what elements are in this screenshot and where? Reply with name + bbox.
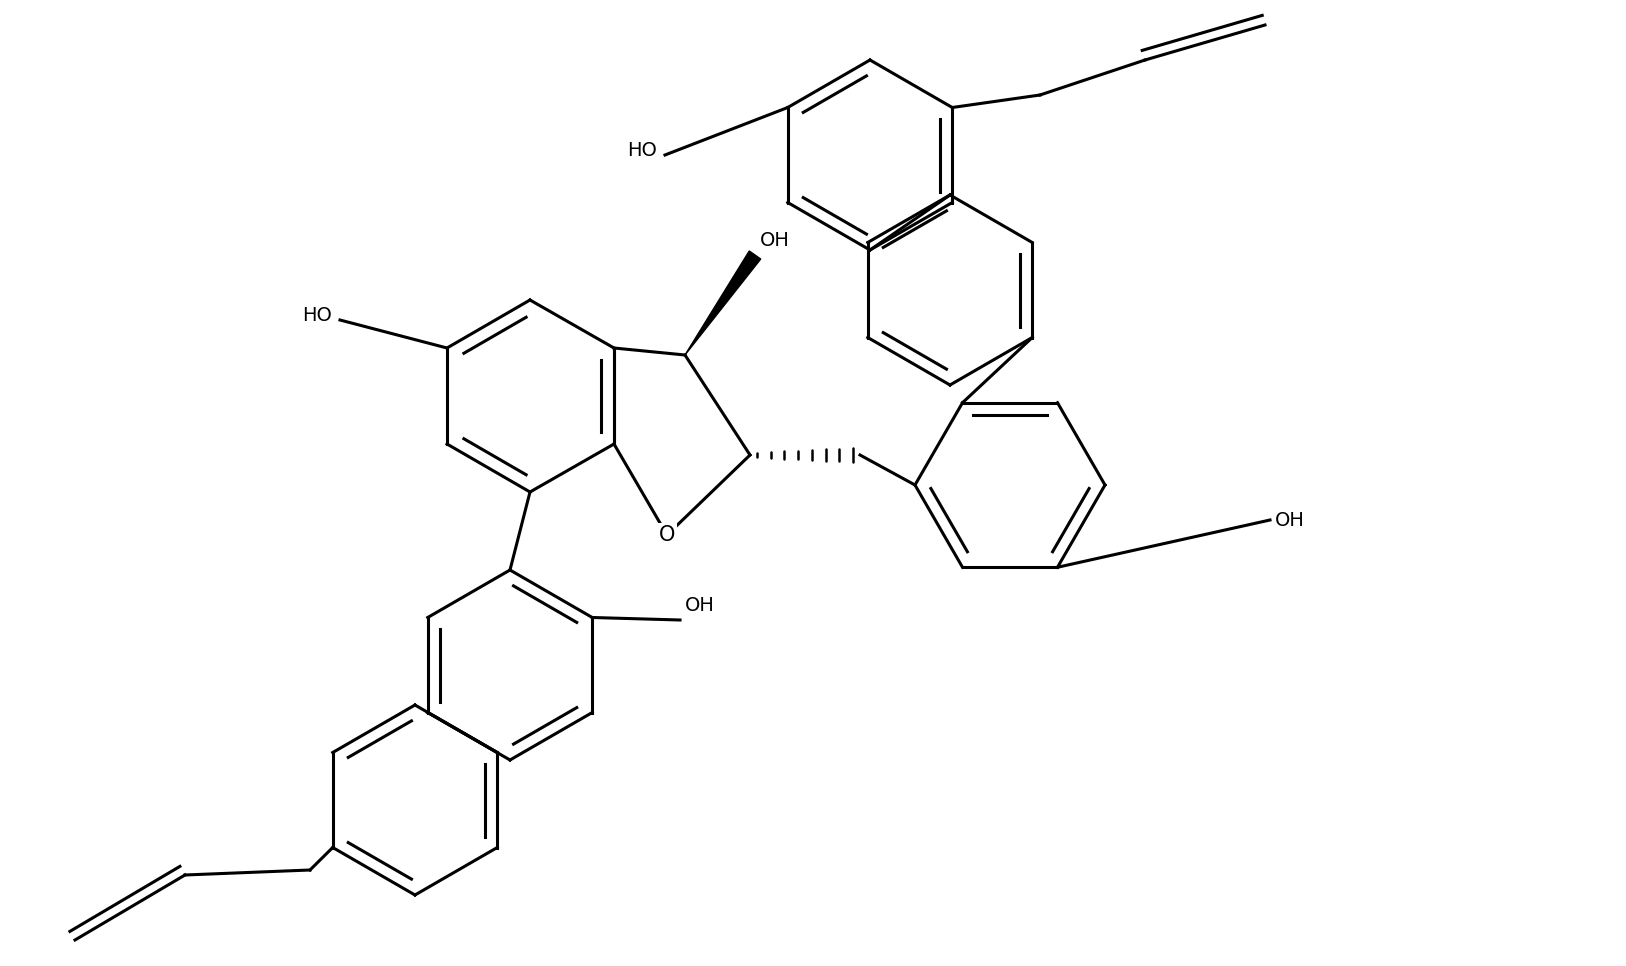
- Polygon shape: [685, 251, 761, 355]
- Text: HO: HO: [302, 305, 332, 325]
- Text: O: O: [659, 525, 675, 545]
- Text: OH: OH: [759, 231, 790, 250]
- Text: OH: OH: [1275, 510, 1306, 529]
- Text: OH: OH: [685, 596, 715, 615]
- Text: HO: HO: [628, 140, 657, 159]
